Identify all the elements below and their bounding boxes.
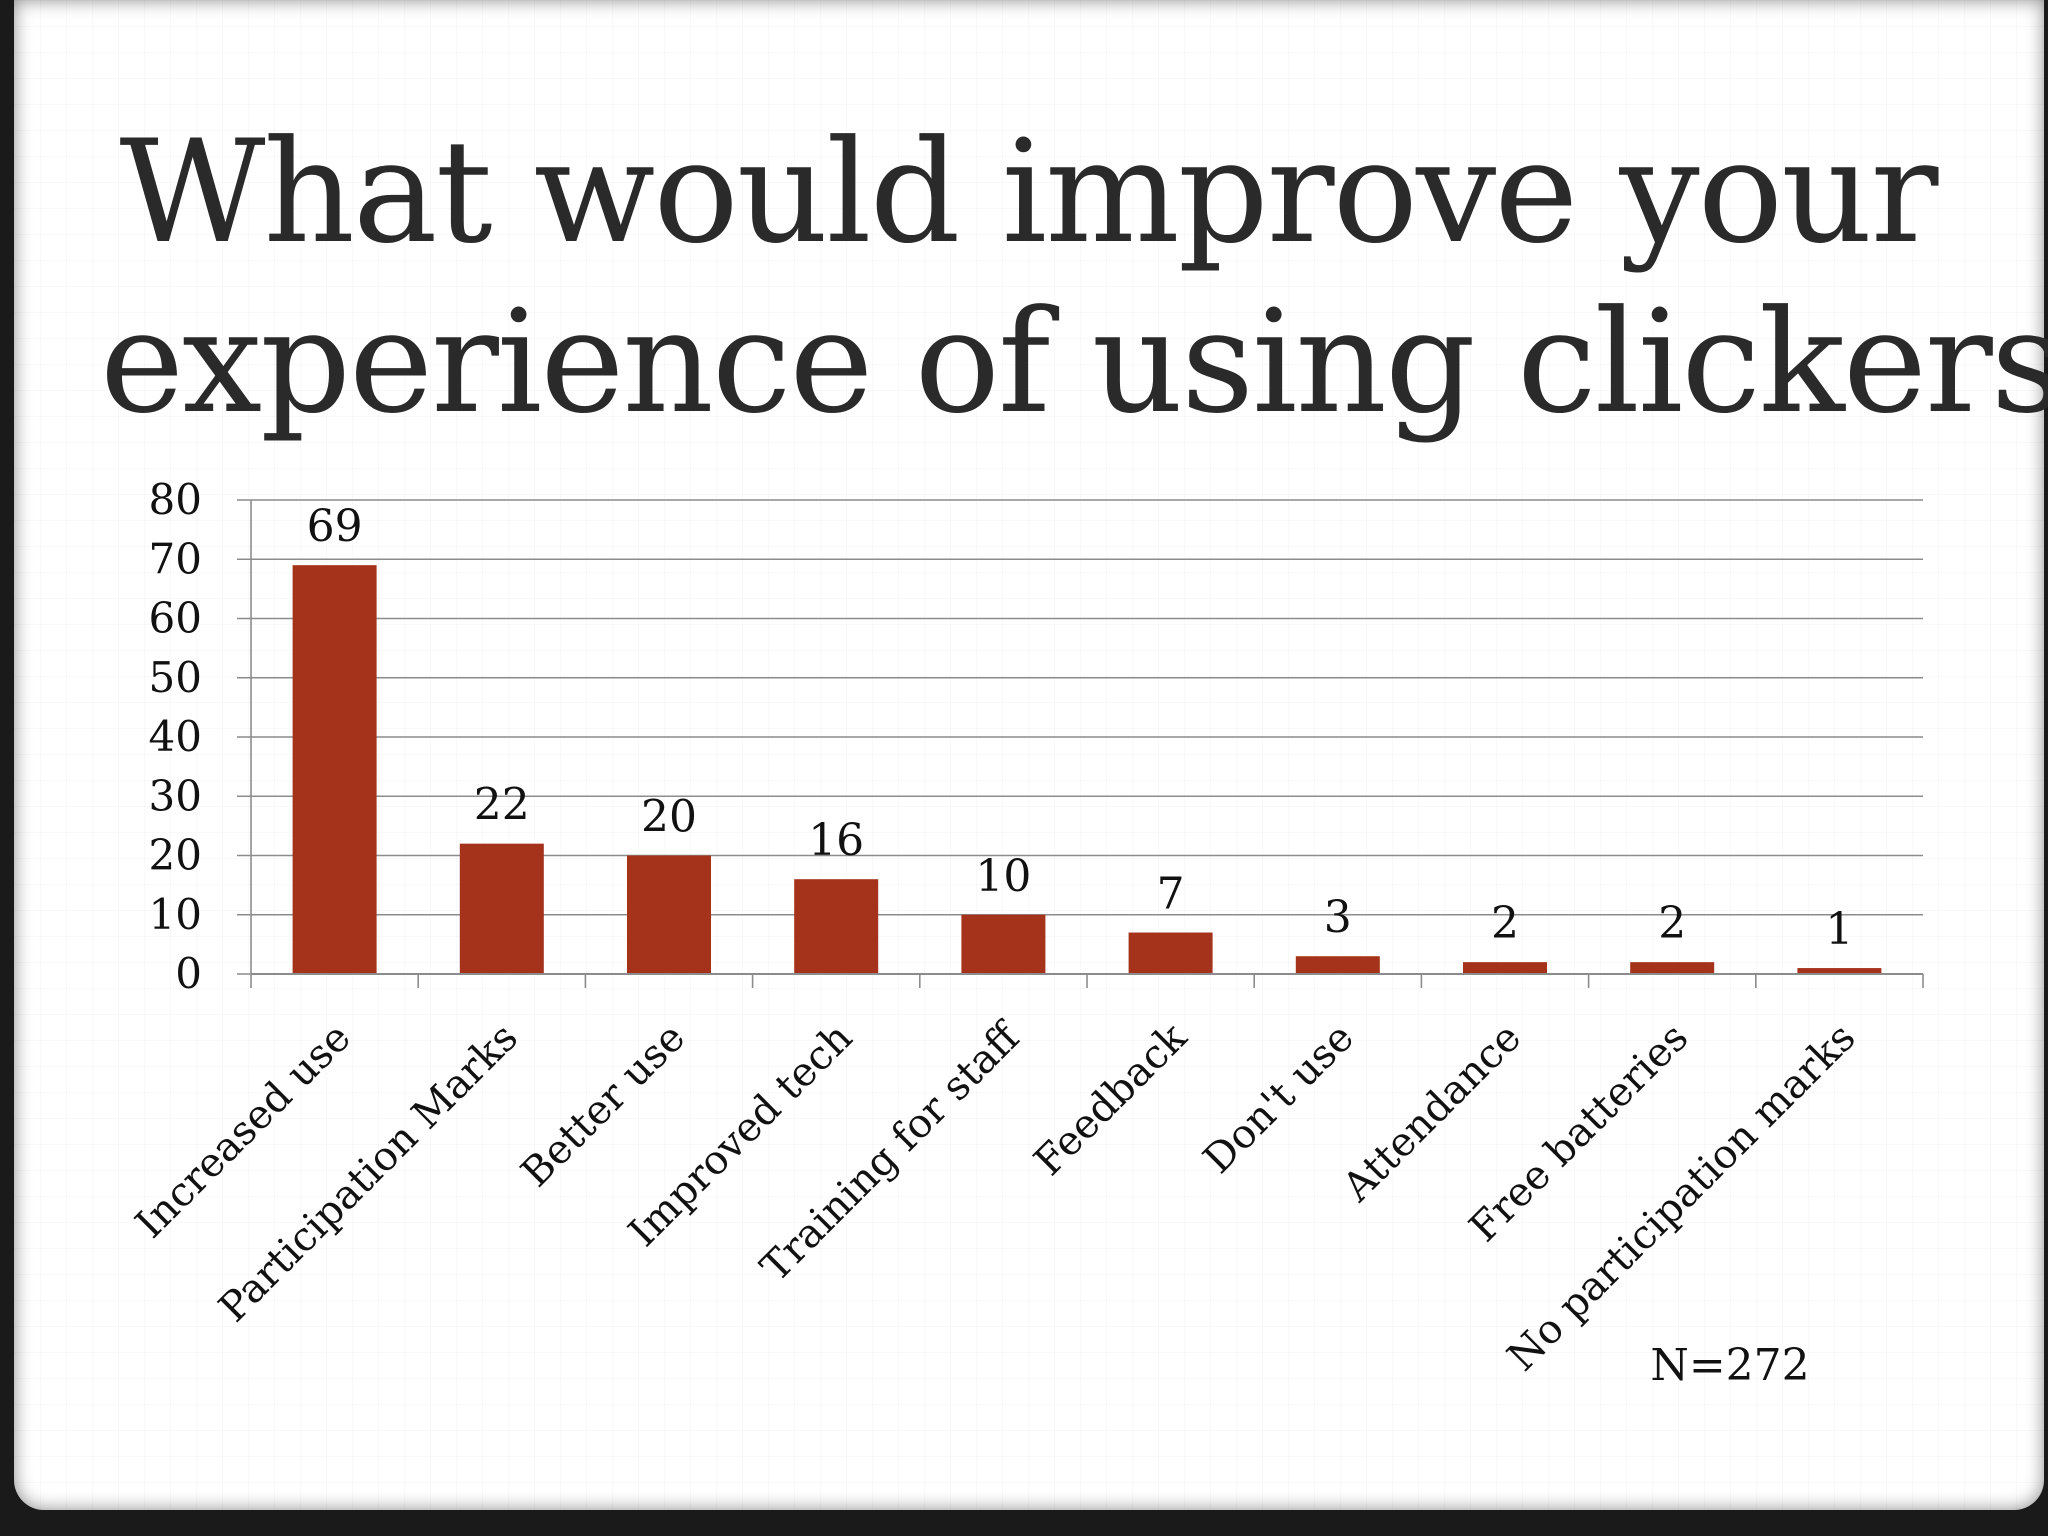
data-label: 10 xyxy=(975,851,1031,902)
slide-background xyxy=(14,0,2044,1510)
data-label: 2 xyxy=(1658,898,1686,949)
x-axis xyxy=(250,973,1924,988)
data-label: 69 xyxy=(307,501,363,552)
y-tick-label: 40 xyxy=(149,712,202,761)
bar xyxy=(1295,956,1380,974)
sample-size-note: N=272 xyxy=(1650,1340,1809,1391)
bar xyxy=(961,914,1046,974)
y-axis: 0 10 20 30 40 50 60 70 80 xyxy=(149,475,252,998)
bar xyxy=(1630,962,1715,974)
y-tick-label: 70 xyxy=(149,534,202,583)
bar xyxy=(627,855,711,974)
data-label: 2 xyxy=(1491,898,1519,949)
category-label: Better use xyxy=(513,1015,695,1197)
slide-title-line-2: experience of using clickers? xyxy=(100,280,2048,445)
data-label: 16 xyxy=(808,815,864,866)
y-tick-label: 50 xyxy=(149,653,202,702)
y-tick-label: 20 xyxy=(149,831,202,880)
y-tick-label: 0 xyxy=(175,949,202,998)
data-label: 22 xyxy=(474,780,530,831)
bar xyxy=(1128,932,1213,974)
bar xyxy=(1463,962,1547,974)
category-label: Don't use xyxy=(1195,1015,1363,1183)
bars xyxy=(292,565,1882,974)
bar xyxy=(292,565,377,974)
slide-title: What would improve your experience of us… xyxy=(100,108,2048,448)
data-label: 20 xyxy=(641,792,697,843)
category-label: Feedback xyxy=(1026,1014,1197,1185)
category-label: No participation marks xyxy=(1499,1015,1865,1381)
data-label: 1 xyxy=(1825,904,1853,955)
y-tick-label: 60 xyxy=(149,594,202,643)
data-label: 7 xyxy=(1157,869,1185,920)
y-tick-label: 10 xyxy=(149,890,202,939)
y-tick-label: 80 xyxy=(149,475,202,524)
category-label: Participation Marks xyxy=(210,1015,527,1332)
bar xyxy=(459,843,544,974)
y-tick-label: 30 xyxy=(149,771,202,820)
slide-title-line-1: What would improve your xyxy=(119,110,1939,275)
bar xyxy=(1797,968,1882,974)
data-label: 3 xyxy=(1324,892,1352,943)
bar xyxy=(794,879,879,974)
